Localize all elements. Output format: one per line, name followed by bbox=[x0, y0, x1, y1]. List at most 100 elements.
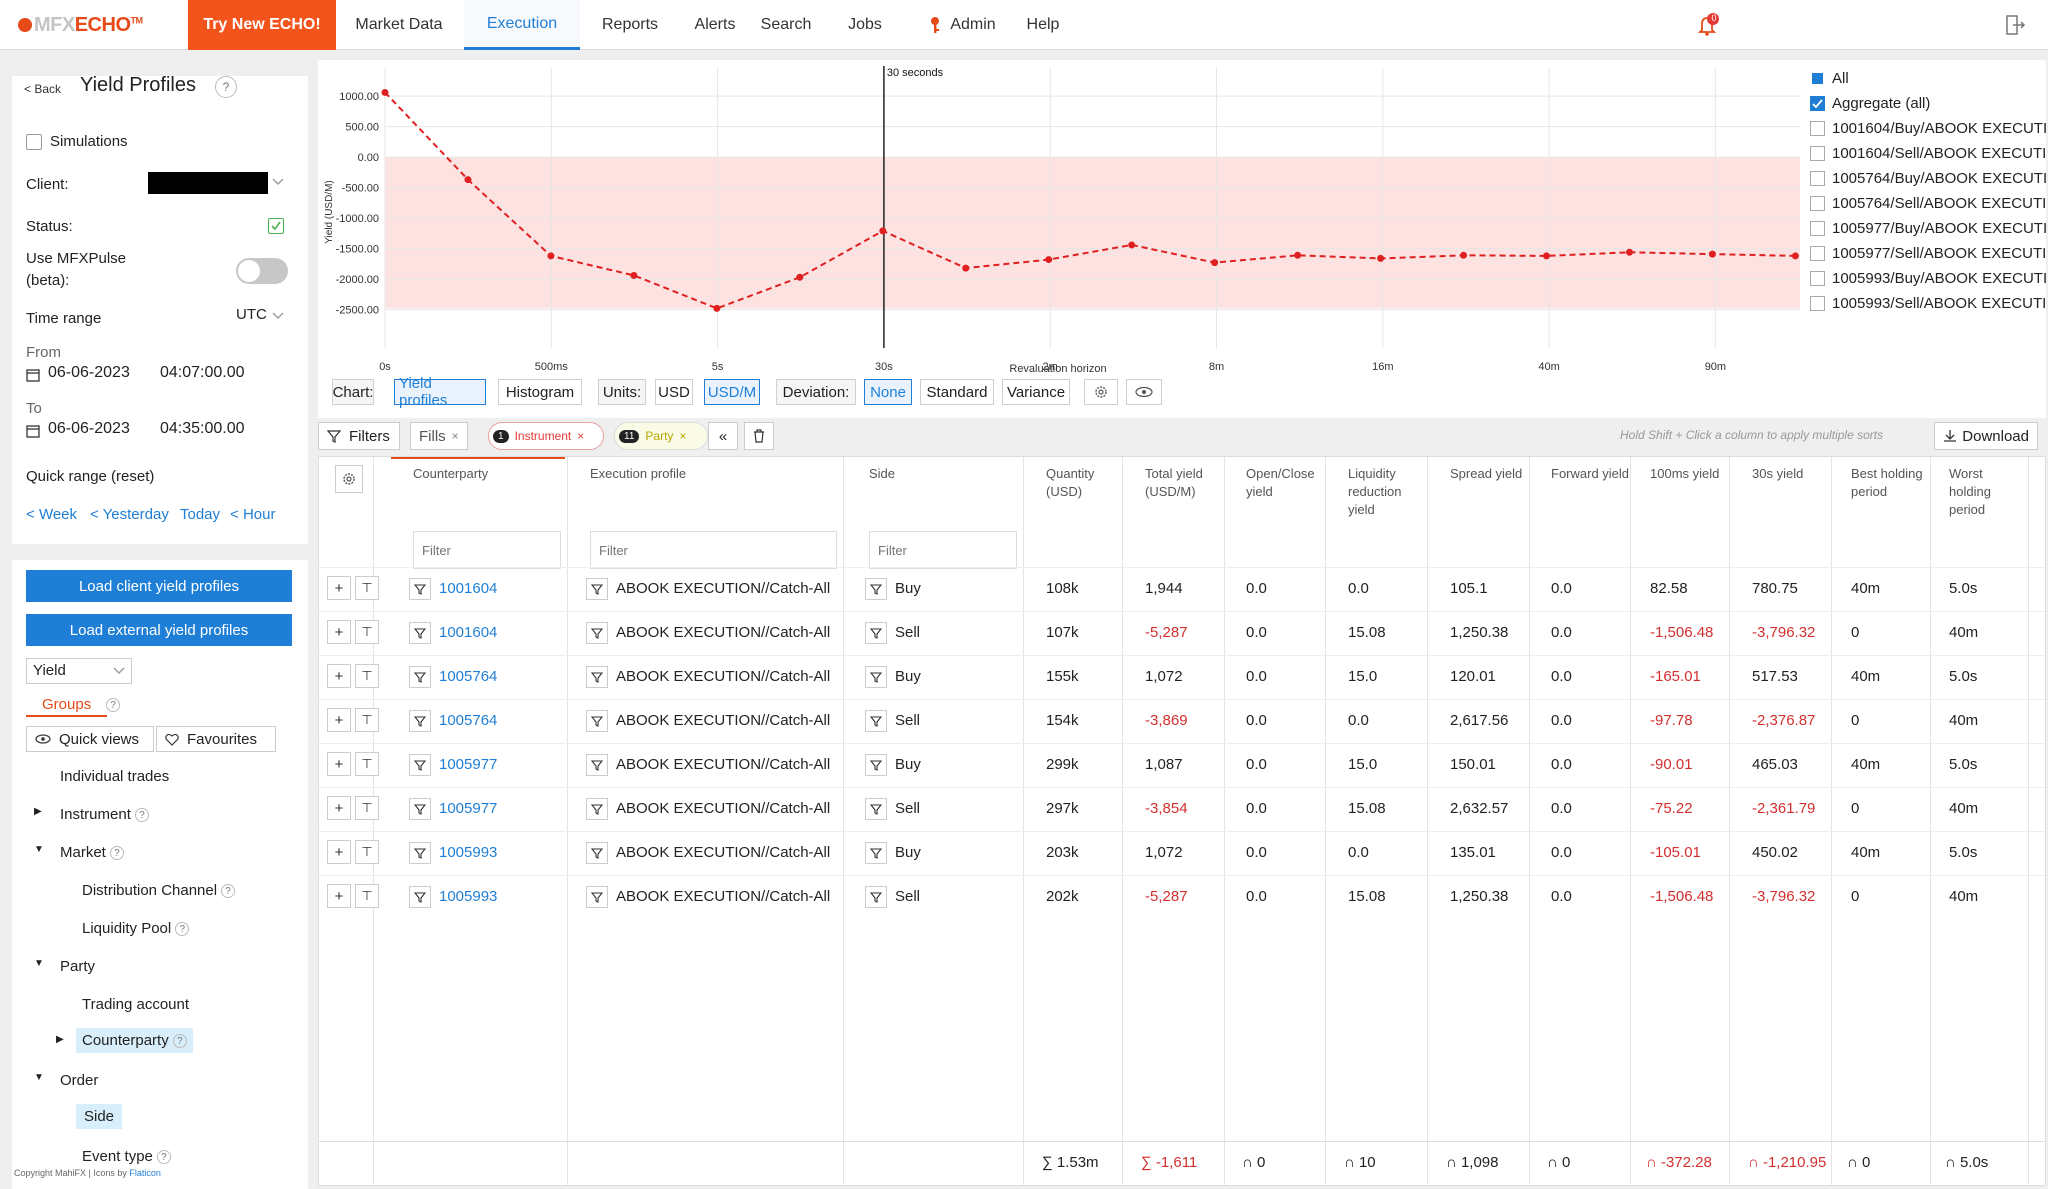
collapse-chips-button[interactable]: « bbox=[708, 422, 738, 450]
expand-row-button[interactable]: + bbox=[327, 752, 351, 776]
checkbox-icon[interactable] bbox=[1810, 245, 1825, 261]
tree-item-counterparty[interactable]: Counterparty? bbox=[76, 1028, 193, 1053]
nav-alerts[interactable]: Alerts bbox=[694, 16, 736, 33]
timezone-select[interactable]: UTC bbox=[236, 306, 267, 323]
table-row[interactable]: + ⊤ 1001604 ABOOK EXECUTION//Catch-All Sell 1… bbox=[319, 611, 2045, 655]
table-cell[interactable]: 1005764 bbox=[439, 712, 498, 729]
column-header[interactable]: Liquidity reduction yield bbox=[1348, 465, 1427, 519]
cell-filter-button[interactable] bbox=[409, 798, 431, 820]
deviation-standard-button[interactable]: Standard bbox=[920, 379, 994, 405]
column-header[interactable]: Spread yield bbox=[1450, 465, 1529, 483]
checkbox-icon[interactable] bbox=[1810, 270, 1825, 286]
logout-icon[interactable] bbox=[2004, 14, 2026, 36]
flaticon-link[interactable]: Flaticon bbox=[129, 1168, 161, 1178]
tree-item-liquidity-pool[interactable]: Liquidity Pool? bbox=[82, 920, 190, 937]
cell-filter-button[interactable] bbox=[586, 622, 608, 644]
collapse-caret-icon[interactable]: ▼ bbox=[34, 958, 44, 969]
pin-row-button[interactable]: ⊤ bbox=[355, 664, 379, 688]
table-row[interactable]: + ⊤ 1005993 ABOOK EXECUTION//Catch-All Buy 20… bbox=[319, 831, 2045, 875]
tree-item-individual-trades[interactable]: Individual trades bbox=[60, 768, 170, 785]
nav-help[interactable]: Help bbox=[1026, 16, 1060, 33]
units-usdm-button[interactable]: USD/M bbox=[704, 379, 760, 405]
load-external-yield-profiles-button[interactable]: Load external yield profiles bbox=[26, 614, 292, 646]
expand-row-button[interactable]: + bbox=[327, 708, 351, 732]
nav-execution[interactable]: Execution bbox=[464, 0, 580, 50]
quick-range-today[interactable]: Today bbox=[180, 506, 221, 523]
legend-item[interactable]: 1005764/Sell/ABOOK EXECUTI bbox=[1810, 192, 2046, 214]
table-row[interactable]: + ⊤ 1005764 ABOOK EXECUTION//Catch-All Sell 1… bbox=[319, 699, 2045, 743]
column-header[interactable]: Total yield (USD/M) bbox=[1145, 465, 1224, 501]
deviation-variance-button[interactable]: Variance bbox=[1002, 379, 1070, 405]
legend-item[interactable]: 1005977/Buy/ABOOK EXECUTI bbox=[1810, 217, 2046, 239]
column-filter-input[interactable] bbox=[413, 531, 561, 569]
nav-jobs[interactable]: Jobs bbox=[848, 16, 882, 33]
nav-admin[interactable]: Admin bbox=[914, 0, 1010, 50]
table-row[interactable]: + ⊤ 1001604 ABOOK EXECUTION//Catch-All Buy 10… bbox=[319, 567, 2045, 611]
table-row[interactable]: + ⊤ 1005993 ABOOK EXECUTION//Catch-All Sell 2… bbox=[319, 875, 2045, 919]
column-header[interactable]: Execution profile bbox=[590, 465, 843, 483]
legend-item[interactable]: 1005993/Buy/ABOOK EXECUTI bbox=[1810, 267, 2046, 289]
chart-visibility-button[interactable] bbox=[1126, 379, 1162, 405]
column-header[interactable]: Side bbox=[869, 465, 1023, 483]
legend-item[interactable]: Aggregate (all) bbox=[1810, 92, 2046, 114]
table-cell[interactable]: 1005993 bbox=[439, 844, 498, 861]
chart-settings-button[interactable] bbox=[1084, 379, 1118, 405]
expand-row-button[interactable]: + bbox=[327, 796, 351, 820]
tree-item-party[interactable]: Party bbox=[60, 958, 96, 975]
checked-checkbox-icon[interactable] bbox=[1810, 95, 1825, 111]
cell-filter-button[interactable] bbox=[409, 666, 431, 688]
cell-filter-button[interactable] bbox=[586, 710, 608, 732]
tree-item-order[interactable]: Order bbox=[60, 1072, 99, 1089]
expand-row-button[interactable]: + bbox=[327, 576, 351, 600]
table-cell[interactable]: 1005993 bbox=[439, 888, 498, 905]
checkbox-icon[interactable] bbox=[1810, 220, 1825, 236]
cell-filter-button[interactable] bbox=[865, 622, 887, 644]
from-date-input[interactable]: 06-06-2023 bbox=[48, 364, 130, 381]
pin-row-button[interactable]: ⊤ bbox=[355, 708, 379, 732]
cell-filter-button[interactable] bbox=[586, 666, 608, 688]
cell-filter-button[interactable] bbox=[586, 886, 608, 908]
groups-tab[interactable]: Groups bbox=[26, 696, 108, 717]
legend-item[interactable]: 1005993/Sell/ABOOK EXECUTI bbox=[1810, 292, 2046, 314]
quick-range-reset[interactable]: Quick range (reset) bbox=[26, 468, 155, 485]
table-row[interactable]: + ⊤ 1005977 ABOOK EXECUTION//Catch-All Sell 2… bbox=[319, 787, 2045, 831]
cell-filter-button[interactable] bbox=[409, 842, 431, 864]
pin-row-button[interactable]: ⊤ bbox=[355, 884, 379, 908]
column-header[interactable]: Worst holding period bbox=[1949, 465, 2028, 519]
pin-row-button[interactable]: ⊤ bbox=[355, 752, 379, 776]
metric-select[interactable]: Yield bbox=[26, 658, 132, 684]
checkbox-icon[interactable] bbox=[1810, 170, 1825, 186]
column-filter-input[interactable] bbox=[869, 531, 1017, 569]
mfx-echo-logo[interactable]: MFXECHOTM bbox=[18, 14, 143, 37]
collapse-caret-icon[interactable]: ▼ bbox=[34, 1072, 44, 1083]
legend-item[interactable]: 1005764/Buy/ABOOK EXECUTI bbox=[1810, 167, 2046, 189]
checkbox-icon[interactable] bbox=[1810, 120, 1825, 136]
table-settings-button[interactable] bbox=[335, 465, 363, 493]
collapse-caret-icon[interactable]: ▼ bbox=[34, 844, 44, 855]
client-select[interactable] bbox=[148, 172, 268, 194]
tree-item-distribution-channel[interactable]: Distribution Channel? bbox=[82, 882, 236, 899]
column-header[interactable]: Best holding period bbox=[1851, 465, 1930, 501]
fills-chip[interactable]: Fills × bbox=[410, 422, 468, 450]
expand-row-button[interactable]: + bbox=[327, 620, 351, 644]
column-header[interactable]: Quantity (USD) bbox=[1046, 465, 1122, 501]
close-icon[interactable]: × bbox=[577, 429, 585, 443]
tree-item-trading-account[interactable]: Trading account bbox=[82, 996, 190, 1013]
cell-filter-button[interactable] bbox=[865, 886, 887, 908]
checkbox-icon[interactable] bbox=[1810, 145, 1825, 161]
cell-filter-button[interactable] bbox=[865, 842, 887, 864]
table-cell[interactable]: 1005977 bbox=[439, 756, 498, 773]
party-chip[interactable]: 11 Party × bbox=[614, 422, 708, 450]
simulations-checkbox[interactable] bbox=[26, 134, 42, 150]
notifications-bell-icon[interactable] bbox=[1695, 12, 1721, 38]
legend-all[interactable]: All bbox=[1810, 67, 2046, 89]
pin-row-button[interactable]: ⊤ bbox=[355, 576, 379, 600]
download-button[interactable]: Download bbox=[1934, 422, 2038, 450]
cell-filter-button[interactable] bbox=[409, 622, 431, 644]
checkbox-icon[interactable] bbox=[1810, 295, 1825, 311]
column-header[interactable]: Forward yield bbox=[1551, 465, 1630, 483]
back-link[interactable]: < Back bbox=[24, 82, 62, 96]
column-header[interactable]: Counterparty bbox=[413, 465, 567, 483]
status-checkbox[interactable] bbox=[268, 218, 284, 234]
legend-item[interactable]: 1005977/Sell/ABOOK EXECUTI bbox=[1810, 242, 2046, 264]
